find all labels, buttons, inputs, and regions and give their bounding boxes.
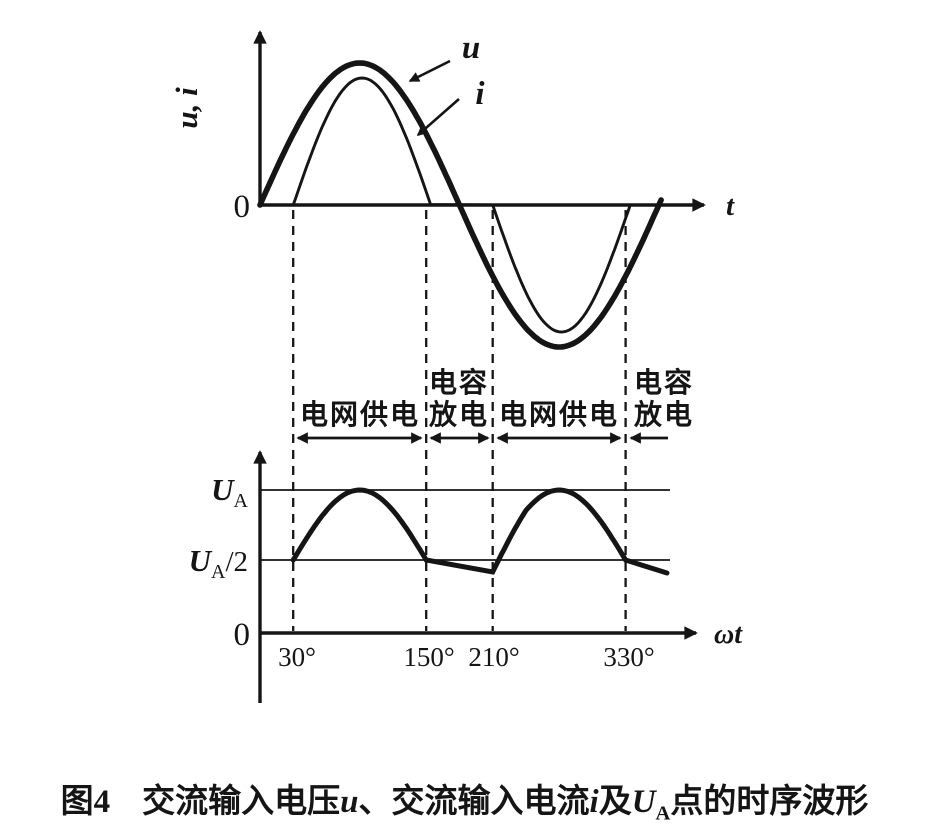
- figure-caption: 图4 交流输入电压u、交流输入电流i及UA点的时序波形: [0, 774, 929, 826]
- interval-label-cap-discharge-1-line1: 电容: [429, 366, 489, 399]
- caption-var-ua-base: U: [631, 784, 656, 820]
- interval-label-cap-discharge-1-line2: 放电: [428, 398, 489, 431]
- waveform-plot-svg: u, i 0 t u i 电网供电 电容 放电 电网供电 电容 放电 UA UA…: [169, 30, 743, 703]
- ua-level-label: UA: [211, 472, 248, 512]
- top-y-axis-label: u, i: [169, 87, 204, 129]
- tick-label-210deg: 210°: [468, 642, 519, 672]
- u-leader-arrow-icon: [408, 59, 451, 83]
- caption-text-4: 点的时序波形: [670, 784, 869, 820]
- ua-voltage-curve: [290, 487, 670, 576]
- current-i-curve: [291, 76, 632, 334]
- bottom-x-axis-label: ωt: [714, 619, 743, 650]
- bottom-origin-label: 0: [234, 617, 251, 653]
- caption-text-1: 交流输入电压: [142, 784, 341, 820]
- tick-label-330deg: 330°: [603, 642, 654, 672]
- top-origin-label: 0: [234, 189, 251, 225]
- caption-var-ua-sub: A: [655, 802, 671, 825]
- u-curve-label: u: [462, 30, 480, 66]
- caption-text-2: 交流输入电流: [391, 784, 590, 820]
- interval-label-grid-supply-2: 电网供电: [499, 399, 619, 431]
- interval-label-grid-supply-1: 电网供电: [300, 399, 420, 431]
- caption-var-i: i: [589, 784, 599, 820]
- figure-number: 图4: [60, 784, 111, 820]
- caption-separator: 、: [358, 784, 392, 820]
- voltage-u-curve: [257, 60, 664, 350]
- top-x-axis-label: t: [726, 190, 735, 222]
- caption-text-3: 及: [598, 784, 632, 820]
- ua-half-level-label: UA/2: [189, 543, 248, 583]
- caption-var-u: u: [340, 784, 359, 820]
- interval-label-cap-discharge-2-line2: 放电: [633, 398, 694, 431]
- i-leader-arrow-icon: [416, 98, 460, 136]
- tick-label-150deg: 150°: [403, 642, 454, 672]
- tick-label-30deg: 30°: [278, 642, 316, 672]
- interval-label-cap-discharge-2-line1: 电容: [634, 366, 694, 399]
- i-curve-label: i: [475, 76, 485, 112]
